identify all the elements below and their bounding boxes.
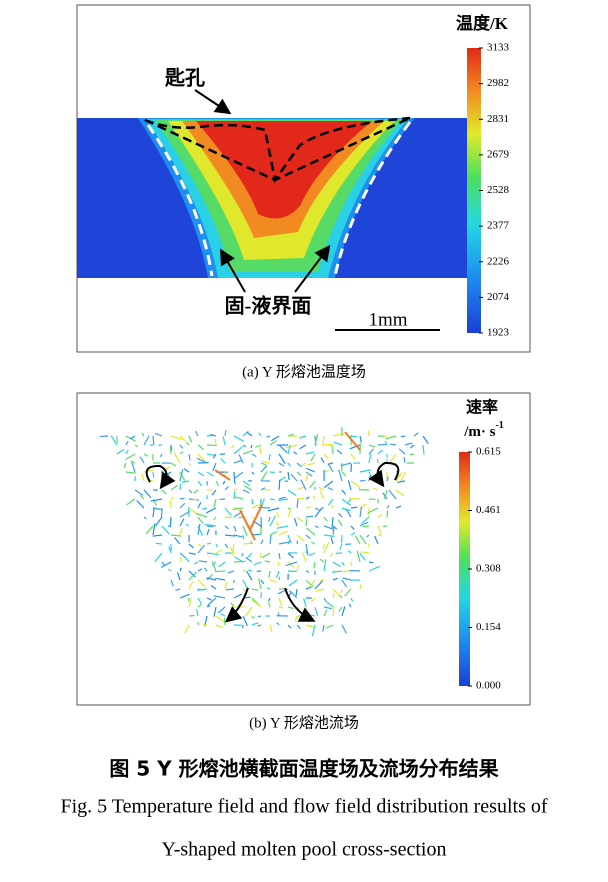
flow-vector	[360, 585, 361, 589]
flow-vector	[234, 489, 238, 490]
unit: /m· s	[463, 424, 495, 440]
scale-label: 1mm	[368, 309, 407, 330]
flow-vector	[377, 459, 378, 463]
colorbar-tick-label: 2982	[487, 77, 509, 89]
flow-vector	[156, 543, 162, 544]
colorbar-tick-label: 2074	[487, 291, 510, 303]
flow-vector	[207, 526, 213, 527]
keyhole-label: 匙孔	[165, 67, 205, 90]
flow-vector	[260, 553, 261, 558]
flow-vector	[369, 562, 373, 563]
flow-vector	[270, 499, 275, 500]
colorbar-tick-label: 1923	[487, 327, 510, 339]
colorbar-tick-label: 2679	[487, 148, 510, 160]
colorbar-tick-label: 2226	[487, 255, 510, 267]
colorbar-title: 速率	[466, 398, 498, 417]
interface-label: 固-液界面	[225, 294, 312, 318]
colorbar-tick-label: 2831	[487, 113, 509, 125]
flow-vector	[279, 577, 280, 580]
temperature-field	[77, 118, 470, 278]
colorbar-tick-label: 2528	[487, 184, 510, 196]
flow-vector	[153, 472, 154, 478]
flow-vector	[270, 472, 275, 473]
flow-vector	[360, 480, 365, 481]
flow-vector	[279, 480, 280, 490]
flow-vector	[234, 472, 235, 481]
flow-vector	[323, 544, 324, 549]
colorbar-tick-label: 0.000	[476, 680, 501, 692]
flow-vector	[324, 444, 333, 445]
flow-vector	[401, 436, 405, 437]
flow-vector	[378, 535, 381, 536]
colorbar-tick-label: 0.461	[476, 504, 501, 516]
flow-vector	[207, 543, 211, 544]
flow-vector	[207, 445, 217, 446]
colorbar-tick-label: 0.308	[476, 563, 501, 575]
flow-vector	[180, 484, 181, 490]
flow-vector	[378, 444, 387, 445]
caption-a: (a) Y 形熔池温度场	[242, 363, 366, 380]
flow-vector	[297, 541, 298, 544]
figure-caption-english: Fig. 5 Temperature field and flow field …	[60, 796, 547, 818]
flow-vector	[351, 562, 352, 566]
flow-vector	[252, 499, 253, 504]
flow-vector	[351, 507, 357, 508]
figure-caption-english: Y-shaped molten pool cross-section	[162, 839, 447, 861]
colorbar-tick-label: 0.154	[476, 621, 501, 633]
colorbar	[467, 48, 481, 333]
flow-vector	[243, 535, 244, 539]
colorbar-tick-label: 3133	[487, 42, 510, 54]
unit-superscript: -1	[495, 420, 503, 431]
caption-b: (b) Y 形熔池流场	[249, 714, 359, 731]
flow-vector	[170, 501, 171, 508]
flow-vector	[180, 498, 185, 499]
flow-vector	[234, 561, 245, 562]
flow-vector	[363, 526, 369, 527]
flow-vector	[234, 492, 235, 499]
flow-vector	[306, 519, 307, 526]
flow-vector	[215, 571, 225, 572]
flow-vector	[320, 580, 324, 581]
figure-caption-chinese: 图 5 Y 形熔池横截面温度场及流场分布结果	[109, 757, 498, 781]
colorbar-tick-label: 2377	[487, 220, 510, 232]
colorbar-tick-label: 0.615	[476, 446, 501, 458]
flow-vector	[387, 510, 388, 517]
flow-vector	[225, 517, 233, 518]
flow-vector	[350, 570, 360, 571]
flow-vector	[297, 498, 304, 499]
colorbar-title: 温度/K	[456, 13, 509, 33]
flow-vector	[153, 436, 154, 445]
